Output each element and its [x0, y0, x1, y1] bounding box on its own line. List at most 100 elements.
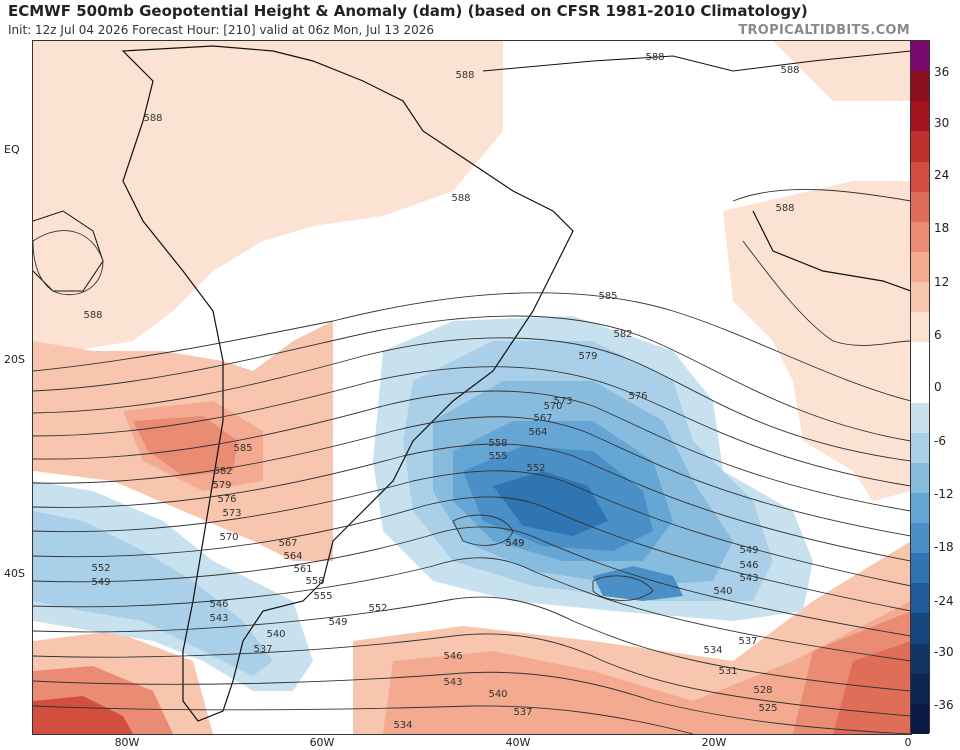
lon-label-60w: 60W	[309, 736, 335, 749]
colorbar-label: 12	[934, 275, 950, 289]
colorbar-segment	[911, 492, 929, 524]
colorbar-segment	[911, 553, 929, 584]
map-canvas[interactable]: 5885885885885885885855825795765735705675…	[32, 40, 912, 735]
colorbar-segment	[911, 402, 929, 434]
contour-label: 549	[739, 545, 758, 556]
contour-label: 558	[488, 438, 507, 449]
contour-label: 543	[443, 677, 462, 688]
contour-label: 546	[209, 599, 228, 610]
colorbar-label: -18	[934, 540, 954, 554]
contour-label: 585	[233, 443, 252, 454]
colorbar-label: -36	[934, 698, 954, 712]
contour-label: 567	[533, 413, 552, 424]
contour-label: 549	[91, 577, 110, 588]
lat-label-eq: EQ	[4, 143, 20, 156]
contour-label: 588	[645, 52, 664, 63]
colorbar-segment	[911, 41, 929, 72]
contour-label: 588	[775, 203, 794, 214]
lon-label-0: 0	[904, 736, 912, 749]
contour-labels: 5885885885885885885855825795765735705675…	[83, 52, 799, 731]
contour-label: 555	[488, 451, 507, 462]
brand-watermark[interactable]: TROPICALTIDBITS.COM	[738, 23, 910, 38]
colorbar-segment	[911, 523, 929, 554]
colorbar-label: -30	[934, 645, 954, 659]
contour-label: 531	[718, 666, 737, 677]
contour-label: 534	[393, 720, 412, 731]
contour-label: 588	[143, 113, 162, 124]
colorbar-segment	[911, 703, 929, 735]
colorbar-segment	[911, 462, 929, 494]
contour-label: 567	[278, 538, 297, 549]
lon-label-40w: 40W	[505, 736, 531, 749]
contour-label: 564	[283, 551, 302, 562]
contour-label: 588	[780, 65, 799, 76]
colorbar-label: -24	[934, 594, 954, 608]
lon-label-20w: 20W	[701, 736, 727, 749]
colorbar-label: -6	[934, 434, 946, 448]
colorbar-segment	[911, 643, 929, 675]
contour-label: 579	[212, 480, 231, 491]
lat-label-40s: 40S	[4, 567, 25, 580]
contour-label: 582	[213, 466, 232, 477]
contour-label: 537	[738, 636, 757, 647]
colorbar-segment	[911, 312, 929, 343]
contour-label: 537	[513, 707, 532, 718]
contour-label: 588	[451, 193, 470, 204]
colorbar-label: 0	[934, 380, 942, 394]
colorbar-segment	[911, 101, 929, 132]
contour-label: 543	[739, 573, 758, 584]
contour-label: 582	[613, 329, 632, 340]
contour-label: 546	[739, 560, 758, 571]
colorbar-segment	[911, 583, 929, 614]
contour-label: 585	[598, 291, 617, 302]
contour-label: 552	[368, 603, 387, 614]
positive-anomaly-shading	[33, 41, 911, 734]
colorbar-segment	[911, 161, 929, 193]
colorbar-segment	[911, 221, 929, 253]
contour-label: 564	[528, 427, 547, 438]
contour-label: 558	[305, 576, 324, 587]
colorbar-segment	[911, 613, 929, 645]
colorbar-label: 18	[934, 221, 950, 235]
colorbar-segment	[911, 191, 929, 223]
contour-label: 549	[328, 617, 347, 628]
contour-label: 573	[553, 396, 572, 407]
colorbar-segment	[911, 251, 929, 283]
contour-label: 588	[455, 70, 474, 81]
contour-label: 555	[313, 591, 332, 602]
colorbar-label: -12	[934, 487, 954, 501]
contour-label: 540	[488, 689, 507, 700]
contour-label: 552	[91, 563, 110, 574]
contour-label: 543	[209, 613, 228, 624]
colorbar-segment	[911, 432, 929, 464]
contour-label: 549	[505, 538, 524, 549]
contour-label: 546	[443, 651, 462, 662]
colorbar-segment	[911, 131, 929, 163]
contour-label: 540	[266, 629, 285, 640]
contour-label: 573	[222, 508, 241, 519]
contour-label: 549	[505, 538, 524, 549]
colorbar-segment	[911, 372, 929, 404]
contour-label: 576	[628, 391, 647, 402]
lon-label-80w: 80W	[114, 736, 140, 749]
contour-label: 588	[83, 310, 102, 321]
colorbar-segment	[911, 282, 929, 313]
anomaly-colorbar	[910, 40, 930, 735]
colorbar-label: 6	[934, 328, 942, 342]
map-svg: 5885885885885885885855825795765735705675…	[33, 41, 911, 734]
contour-label: 561	[293, 564, 312, 575]
contour-label: 570	[219, 532, 238, 543]
contour-label: 537	[253, 644, 272, 655]
contour-label: 528	[753, 685, 772, 696]
contour-label: 534	[703, 645, 722, 656]
colorbar-segment	[911, 71, 929, 102]
colorbar-segment	[911, 342, 929, 373]
colorbar-label: 30	[934, 116, 950, 130]
contour-label: 552	[526, 463, 545, 474]
map-subtitle: Init: 12z Jul 04 2026 Forecast Hour: [21…	[8, 23, 435, 37]
colorbar-label: 36	[934, 65, 950, 79]
height-contours	[33, 189, 911, 734]
lat-label-20s: 20S	[4, 353, 25, 366]
contour-label: 570	[543, 401, 562, 412]
contour-label: 525	[758, 703, 777, 714]
